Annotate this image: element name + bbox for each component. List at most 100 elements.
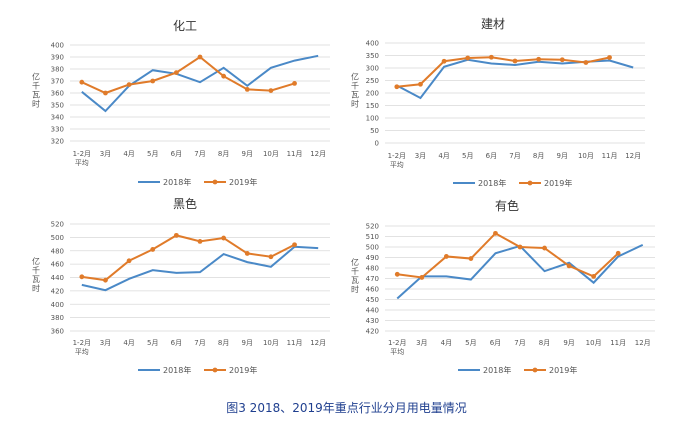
series-point-2019 [394, 271, 400, 277]
series-point-2019 [79, 79, 85, 85]
legend-label: 2018年 [478, 178, 506, 188]
series-line-2019 [396, 56, 610, 88]
x-tick-label: 5月 [147, 339, 158, 347]
chart-panel-huagong: 化工 320 330 340 350 360 370 380 390 400 亿千瓦时 1-2月平均 3… [32, 19, 330, 187]
x-tick-label: 8月 [539, 339, 550, 347]
x-tick-label-line: 3月 [415, 152, 426, 160]
y-tick-label: 510 [366, 233, 379, 241]
x-tick-label: 10月 [578, 152, 594, 160]
x-tick-label-line: 3月 [416, 339, 427, 347]
y-tick-label: 440 [51, 274, 64, 282]
y-tick-label: 300 [366, 65, 379, 73]
y-axis-label-char: 瓦 [32, 275, 40, 284]
series-point-2019 [542, 245, 547, 251]
x-tick-label-line: 12月 [310, 339, 326, 347]
series-point-2019 [197, 54, 203, 60]
chart-panel-jiancai: 建材 0 50 100 150 200 250 300 350 400 亿千瓦时 1-2月平均 3月 4月… [351, 17, 645, 188]
legend-label: 2019年 [549, 365, 577, 375]
y-tick-label: 400 [51, 42, 64, 50]
x-tick-label-line: 11月 [602, 152, 618, 160]
y-tick-label: 400 [51, 301, 64, 309]
series-point-2019 [79, 274, 85, 280]
x-tick-label-line: 5月 [147, 339, 158, 347]
x-tick-label: 1-2月平均 [73, 339, 91, 356]
series-point-2019 [103, 90, 108, 96]
series-point-2019 [221, 235, 227, 241]
x-tick-label-line: 10月 [263, 150, 279, 158]
y-tick-label: 520 [51, 221, 64, 229]
y-tick-label: 420 [51, 287, 64, 295]
series-point-2019 [536, 56, 542, 62]
y-tick-label: 500 [366, 244, 379, 252]
x-tick-label-line: 11月 [287, 150, 303, 158]
y-tick-label: 200 [366, 90, 379, 98]
y-tick-label: 500 [51, 234, 64, 242]
series-point-2019 [566, 263, 572, 269]
x-tick-label: 5月 [462, 152, 473, 160]
x-tick-label-line: 6月 [171, 150, 182, 158]
series-point-2019 [292, 81, 297, 86]
y-tick-label: 360 [51, 90, 64, 98]
x-tick-label-line: 10月 [578, 152, 594, 160]
y-tick-label: 370 [51, 78, 64, 86]
series-point-2019 [150, 247, 156, 252]
y-tick-label: 430 [366, 317, 379, 325]
x-tick-label-line: 4月 [123, 339, 134, 347]
y-axis-label-char: 瓦 [32, 91, 40, 100]
x-tick-label-line: 7月 [514, 339, 525, 347]
y-axis-label-char: 千 [351, 266, 359, 276]
x-tick-label-line: 5月 [462, 152, 473, 160]
series-point-2019 [441, 58, 447, 64]
y-tick-label: 50 [370, 127, 379, 135]
x-tick-label: 3月 [100, 150, 111, 158]
x-tick-label-line: 6月 [486, 152, 497, 160]
x-tick-label: 5月 [465, 339, 476, 347]
legend-label: 2019年 [229, 365, 257, 375]
y-axis-label-char: 亿 [351, 72, 359, 82]
x-tick-label-line: 1-2月 [73, 339, 91, 347]
y-tick-label: 440 [366, 307, 379, 315]
series-line-2018 [81, 54, 319, 113]
x-tick-label-line: 8月 [539, 339, 550, 347]
x-tick-label-line: 4月 [123, 150, 134, 158]
x-tick-label: 11月 [602, 152, 618, 160]
x-tick-label-line: 10月 [263, 339, 279, 347]
series-point-2019 [418, 81, 423, 87]
x-tick-label: 10月 [263, 339, 279, 347]
x-tick-label: 12月 [635, 339, 651, 347]
y-tick-label: 330 [51, 126, 64, 134]
legend-label: 2018年 [483, 365, 511, 375]
x-tick-label-line: 10月 [586, 339, 602, 347]
x-tick-label-line: 1-2月 [388, 152, 406, 160]
x-tick-label-line: 3月 [100, 150, 111, 158]
series-point-2019 [468, 256, 474, 261]
y-axis-label-char: 瓦 [351, 276, 359, 285]
x-tick-label: 11月 [610, 339, 626, 347]
y-axis-label-char: 亿 [351, 257, 359, 267]
x-tick-label-line: 7月 [194, 150, 205, 158]
series-line-2018 [81, 245, 319, 292]
x-tick-label-line: 12月 [625, 152, 641, 160]
legend-label: 2018年 [163, 365, 191, 375]
x-tick-label-line: 7月 [509, 152, 520, 160]
y-axis-label-char: 时 [351, 99, 359, 109]
legend-label: 2019年 [544, 178, 572, 188]
x-tick-label: 4月 [123, 150, 134, 158]
x-tick-label-line: 12月 [635, 339, 651, 347]
series-point-2019 [419, 275, 425, 280]
series-line-2018 [396, 58, 634, 100]
series-point-2019 [559, 57, 565, 63]
series-line-2019 [397, 232, 619, 279]
legend-label: 2019年 [229, 177, 257, 187]
y-axis-label: 亿千瓦时 [351, 257, 359, 294]
y-tick-label: 100 [366, 115, 379, 123]
series-point-2019 [394, 84, 400, 90]
y-axis-label: 亿千瓦时 [351, 72, 359, 109]
x-tick-label-line: 9月 [557, 152, 568, 160]
x-tick-label: 7月 [509, 152, 520, 160]
legend-marker-2019 [532, 367, 538, 373]
x-tick-label: 8月 [218, 339, 229, 347]
x-tick-label: 9月 [563, 339, 574, 347]
x-tick-label: 3月 [416, 339, 427, 347]
series-point-2019 [268, 254, 274, 260]
